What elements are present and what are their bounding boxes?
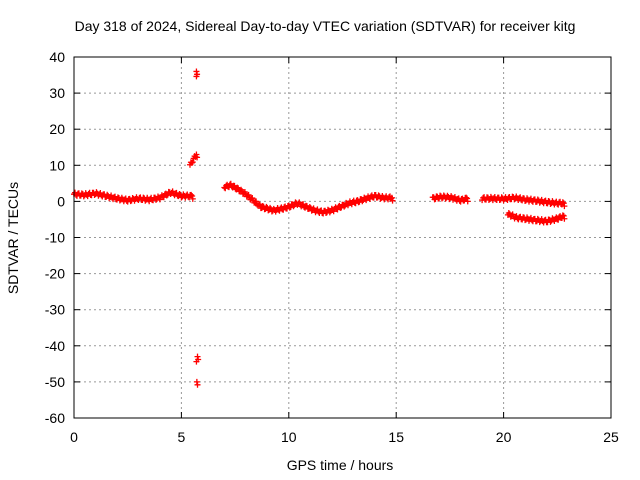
x-tick-label: 5: [178, 429, 186, 445]
chart-title: Day 318 of 2024, Sidereal Day-to-day VTE…: [75, 18, 576, 34]
data-point: [193, 358, 200, 365]
data-point: [256, 201, 263, 208]
y-axis-ticks: -60 -50 -40 -30 -20 -10 0 10 20 30 40: [45, 49, 611, 426]
x-axis-label: GPS time / hours: [287, 457, 394, 473]
data-point: [263, 203, 270, 210]
data-point: [267, 204, 274, 211]
data-point: [306, 203, 313, 210]
data-point: [163, 192, 170, 199]
data-point: [189, 195, 196, 202]
data-point: [561, 215, 568, 222]
data-point: [173, 189, 180, 196]
y-tick-label: -50: [45, 374, 65, 390]
y-tick-label: -30: [45, 302, 65, 318]
data-point: [249, 194, 256, 201]
data-point: [193, 73, 200, 80]
y-tick-label: -20: [45, 266, 65, 282]
grid-lines: [74, 57, 611, 418]
x-tick-label: 10: [281, 429, 297, 445]
y-tick-label: 10: [49, 157, 65, 173]
y-tick-label: 0: [57, 193, 65, 209]
y-tick-label: -40: [45, 338, 65, 354]
data-point: [341, 203, 348, 210]
data-point: [463, 194, 470, 201]
data-point: [194, 154, 201, 161]
data-point: [188, 191, 195, 198]
data-point: [189, 159, 196, 166]
data-points: [71, 68, 568, 388]
data-point: [259, 202, 266, 209]
x-tick-label: 0: [70, 429, 78, 445]
data-point: [505, 209, 512, 216]
data-point: [389, 197, 396, 204]
x-tick-label: 25: [603, 429, 619, 445]
data-point: [464, 198, 471, 205]
data-point: [559, 199, 566, 206]
data-point: [255, 201, 262, 208]
data-point: [253, 198, 260, 205]
x-tick-label: 20: [496, 429, 512, 445]
data-point: [188, 159, 195, 166]
y-tick-label: 20: [49, 121, 65, 137]
data-point: [194, 381, 201, 388]
y-axis-label: SDTVAR / TECUs: [5, 182, 21, 294]
data-point: [561, 203, 568, 210]
data-point: [359, 198, 366, 205]
y-tick-label: 40: [49, 49, 65, 65]
y-tick-label: -60: [45, 410, 65, 426]
x-tick-label: 15: [388, 429, 404, 445]
x-axis-ticks: 0 5 10 15 20 25: [70, 57, 619, 445]
y-tick-label: -10: [45, 230, 65, 246]
y-tick-label: 30: [49, 85, 65, 101]
